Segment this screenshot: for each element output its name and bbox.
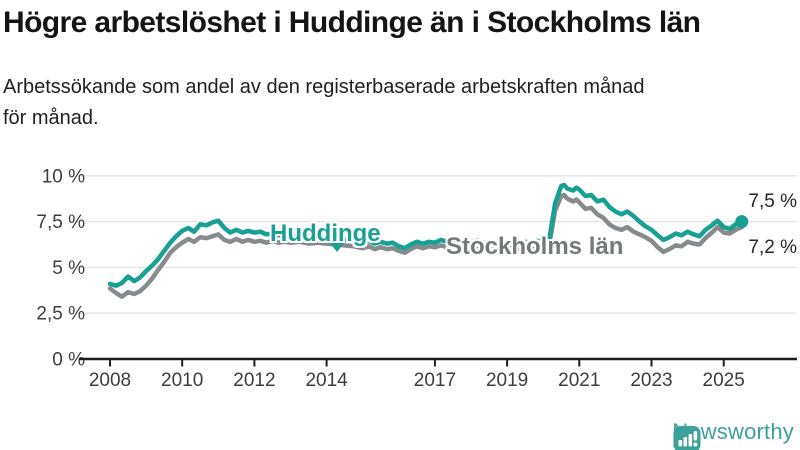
x-axis-label: 2021: [558, 370, 600, 391]
x-axis-label: 2014: [305, 370, 348, 391]
y-axis-label: 2,5 %: [36, 304, 85, 325]
series-line-stockholm: [107, 192, 745, 299]
y-axis-label: 0 %: [52, 350, 85, 371]
newsworthy-logo-icon: [673, 426, 701, 450]
x-axis-label: 2023: [630, 370, 672, 391]
x-axis-label: 2025: [703, 370, 745, 391]
end-value-huddinge: 7,5 %: [748, 191, 797, 212]
y-axis-label: 7,5 %: [36, 212, 85, 233]
huddinge-marker-triangle-icon: [330, 243, 344, 252]
series-end-dot: [735, 215, 749, 229]
x-axis-label: 2010: [161, 370, 203, 391]
x-axis-label: 2017: [414, 370, 456, 391]
y-axis-label: 10 %: [42, 166, 85, 187]
series-label-stockholm: Stockholms län: [446, 233, 624, 260]
series-line-huddinge: [107, 182, 745, 288]
x-axis-label: 2019: [486, 370, 528, 391]
newsworthy-logo[interactable]: Newsworthy: [672, 419, 794, 450]
page-title: Högre arbetslöshet i Huddinge än i Stock…: [3, 6, 701, 39]
chart-subtitle: Arbetssökande som andel av den registerb…: [3, 76, 645, 129]
series-label-huddinge: Huddinge: [270, 220, 381, 247]
x-axis-label: 2012: [233, 370, 275, 391]
y-axis-label: 5 %: [52, 258, 85, 279]
x-axis-label: 2008: [89, 370, 131, 391]
end-value-stockholm: 7,2 %: [748, 237, 797, 258]
